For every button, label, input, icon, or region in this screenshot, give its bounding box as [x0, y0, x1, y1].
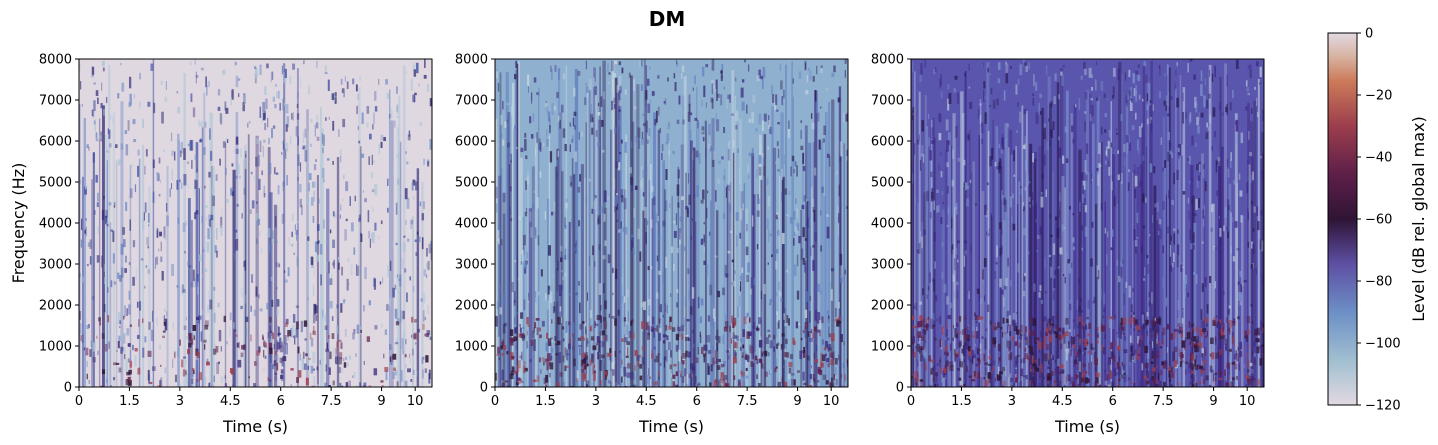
colorbar-tick-label: −60: [1365, 213, 1392, 228]
y-tick-label: 1000: [455, 340, 488, 355]
y-tick-label: 7000: [455, 94, 488, 109]
x-tick-label: 7.5: [321, 394, 342, 409]
x-axis-label-3: Time (s): [1054, 417, 1120, 436]
y-tick-label: 0: [64, 381, 72, 396]
y-tick-label: 0: [896, 381, 904, 396]
x-tick-label: 3: [1008, 394, 1016, 409]
y-tick-label: 3000: [871, 258, 904, 273]
y-ticks-1: 0 1000 2000 3000 4000 5000 6000 7000 8000: [39, 53, 79, 396]
colorbar-label: Level (dB rel. global max): [1409, 116, 1428, 321]
y-tick-label: 7000: [871, 94, 904, 109]
y-tick-label: 1000: [39, 340, 72, 355]
x-tick-label: 3: [592, 394, 600, 409]
y-tick-label: 8000: [871, 53, 904, 68]
colorbar: 0 −20 −40 −60 −80 −100 −120 Level (dB rel. glo…: [1327, 27, 1428, 414]
y-tick-label: 5000: [39, 176, 72, 191]
figure-title: DM: [649, 7, 686, 31]
x-tick-label: 1.5: [535, 394, 556, 409]
y-tick-label: 6000: [39, 135, 72, 150]
x-tick-label: 6: [277, 394, 285, 409]
x-tick-label: 10: [823, 394, 840, 409]
spectrogram-panel-2: 0 1.5 3 4.5 6 7.5 9 10 0 1000 2000 3000 4000 5000 600…: [455, 53, 849, 436]
x-tick-label: 4.5: [636, 394, 657, 409]
y-tick-label: 2000: [39, 299, 72, 314]
x-ticks-2: 0 1.5 3 4.5 6 7.5 9 10: [491, 387, 840, 409]
colorbar-ticks: 0 −20 −40 −60 −80 −100 −120: [1357, 27, 1401, 414]
y-tick-label: 4000: [871, 217, 904, 232]
x-tick-label: 6: [693, 394, 701, 409]
colorbar-tick-label: −20: [1365, 89, 1392, 104]
y-axis-label-1: Frequency (Hz): [9, 163, 28, 284]
y-tick-label: 1000: [871, 340, 904, 355]
x-tick-label: 4.5: [1052, 394, 1073, 409]
colorbar-tick-label: −40: [1365, 151, 1392, 166]
colorbar-gradient: [1327, 32, 1358, 406]
y-tick-label: 0: [480, 381, 488, 396]
x-tick-label: 1.5: [119, 394, 140, 409]
colorbar-tick-label: −100: [1365, 337, 1401, 352]
y-tick-label: 6000: [455, 135, 488, 150]
y-tick-label: 6000: [871, 135, 904, 150]
y-tick-label: 4000: [39, 217, 72, 232]
x-tick-label: 7.5: [737, 394, 758, 409]
y-tick-label: 7000: [39, 94, 72, 109]
y-tick-label: 4000: [455, 217, 488, 232]
x-tick-label: 10: [1239, 394, 1256, 409]
x-tick-label: 0: [491, 394, 499, 409]
spectrogram-image-1: [79, 59, 432, 387]
y-tick-label: 8000: [39, 53, 72, 68]
x-tick-label: 0: [75, 394, 83, 409]
y-tick-label: 3000: [455, 258, 488, 273]
x-tick-label: 3: [176, 394, 184, 409]
y-ticks-2: 0 1000 2000 3000 4000 5000 6000 7000 8000: [455, 53, 495, 396]
x-ticks-1: 0 1.5 3 4.5 6 7.5 9 10: [75, 387, 424, 409]
spectrogram-panel-1: 0 1.5 3 4.5 6 7.5 9 10 0 1000 2000 3000 4000 5000 600…: [9, 53, 433, 436]
y-ticks-3: 0 1000 2000 3000 4000 5000 6000 7000 8000: [871, 53, 911, 396]
y-tick-label: 3000: [39, 258, 72, 273]
spectrogram-panel-3: 0 1.5 3 4.5 6 7.5 9 10 0 1000 2000 3000 4000 5000 600…: [871, 53, 1265, 436]
spectrogram-image-2: [495, 59, 848, 387]
x-tick-label: 0: [907, 394, 915, 409]
x-tick-label: 7.5: [1153, 394, 1174, 409]
colorbar-tick-label: −120: [1365, 399, 1401, 414]
x-tick-label: 6: [1109, 394, 1117, 409]
y-tick-label: 2000: [871, 299, 904, 314]
y-tick-label: 2000: [455, 299, 488, 314]
x-ticks-3: 0 1.5 3 4.5 6 7.5 9 10: [907, 387, 1256, 409]
colorbar-tick-label: −80: [1365, 275, 1392, 290]
x-tick-label: 9: [1209, 394, 1217, 409]
x-tick-label: 10: [407, 394, 424, 409]
y-tick-label: 8000: [455, 53, 488, 68]
colorbar-tick-label: 0: [1365, 27, 1373, 42]
y-tick-label: 5000: [455, 176, 488, 191]
spectrogram-image-3: [911, 59, 1264, 387]
x-tick-label: 9: [377, 394, 385, 409]
y-tick-label: 5000: [871, 176, 904, 191]
x-tick-label: 9: [793, 394, 801, 409]
x-tick-label: 1.5: [951, 394, 972, 409]
x-axis-label-1: Time (s): [222, 417, 288, 436]
x-axis-label-2: Time (s): [638, 417, 704, 436]
x-tick-label: 4.5: [220, 394, 241, 409]
